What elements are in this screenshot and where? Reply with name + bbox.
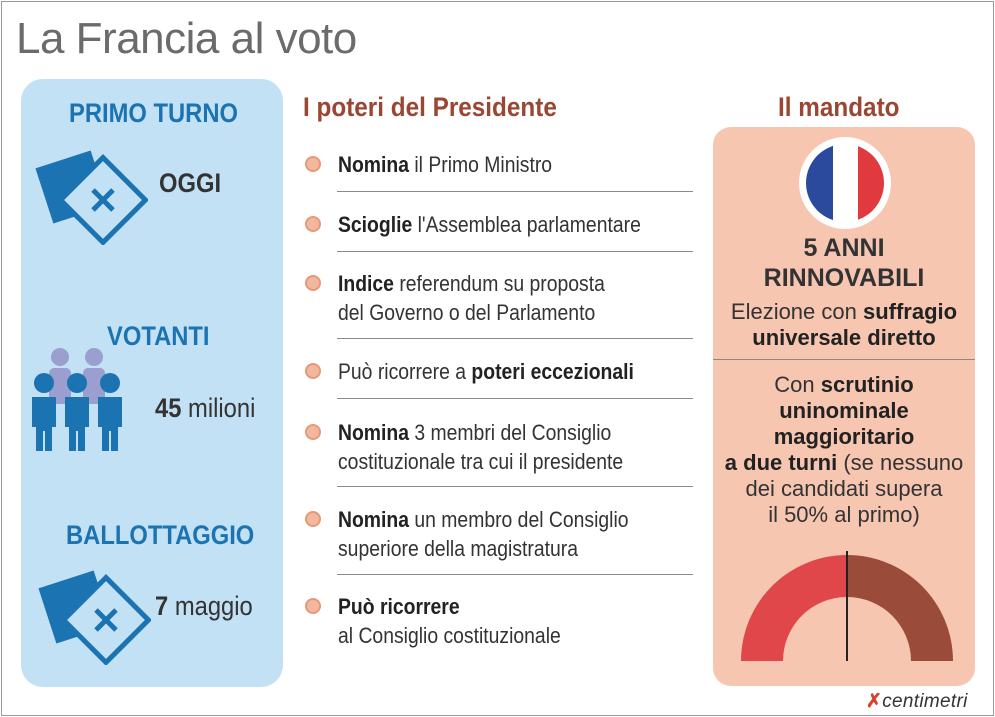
potere-text: Indice referendum su proposta del Governo… — [338, 271, 605, 325]
potere-text: Scioglie l'Assemblea parlamentare — [338, 212, 641, 237]
poteri-title: I poteri del Presidente — [303, 92, 557, 122]
page-title: La Francia al voto — [16, 14, 357, 63]
votanti-heading: VOTANTI — [107, 321, 210, 351]
potere-text: Nomina un membro del Consiglio superiore … — [338, 507, 629, 561]
bullet-icon — [305, 511, 321, 527]
divider — [337, 338, 693, 339]
mandato-elezione: Elezione con suffragio universale diretto — [730, 299, 958, 350]
voters-icon — [32, 348, 122, 451]
brand-logo: ✗centimetri — [866, 691, 968, 712]
bullet-icon — [305, 424, 321, 440]
mandato-title: Il mandato — [778, 92, 900, 122]
primo-turno-value: OGGI — [159, 168, 222, 198]
divider — [337, 398, 693, 399]
divider — [337, 574, 693, 575]
potere-text: Può ricorrere al Consiglio costituzionale — [338, 594, 561, 648]
ballot-icon-2 — [38, 570, 151, 665]
ballottaggio-value: 7 maggio — [155, 591, 253, 621]
bullet-icon — [305, 598, 321, 614]
french-flag-icon — [799, 137, 891, 229]
mandato-divider — [713, 359, 975, 360]
bullet-icon — [305, 216, 321, 232]
bullet-icon — [305, 363, 321, 379]
gauge-right-half — [847, 555, 953, 661]
divider — [337, 251, 693, 252]
mandato-anni: 5 ANNI RINNOVABILI — [763, 234, 925, 292]
bullet-icon — [305, 156, 321, 172]
ballot-icon — [35, 150, 148, 245]
bullet-icon — [305, 275, 321, 291]
potere-text: Nomina il Primo Ministro — [338, 152, 553, 177]
mandato-panel: 5 ANNI RINNOVABILI Elezione con suffragio… — [713, 127, 975, 686]
potere-text: Può ricorrere a poteri eccezionali — [338, 359, 634, 384]
primo-turno-heading: PRIMO TURNO — [69, 98, 238, 128]
majority-gauge — [741, 551, 953, 661]
mandato-scrutinio: Con scrutinio uninominale maggioritario … — [724, 372, 964, 527]
divider — [337, 486, 693, 487]
gauge-left-half — [741, 555, 847, 661]
divider — [337, 191, 693, 192]
ballottaggio-heading: BALLOTTAGGIO — [66, 520, 255, 550]
votanti-value: 45 milioni — [155, 393, 256, 423]
potere-text: Nomina 3 membri del Consiglio costituzion… — [338, 420, 624, 474]
